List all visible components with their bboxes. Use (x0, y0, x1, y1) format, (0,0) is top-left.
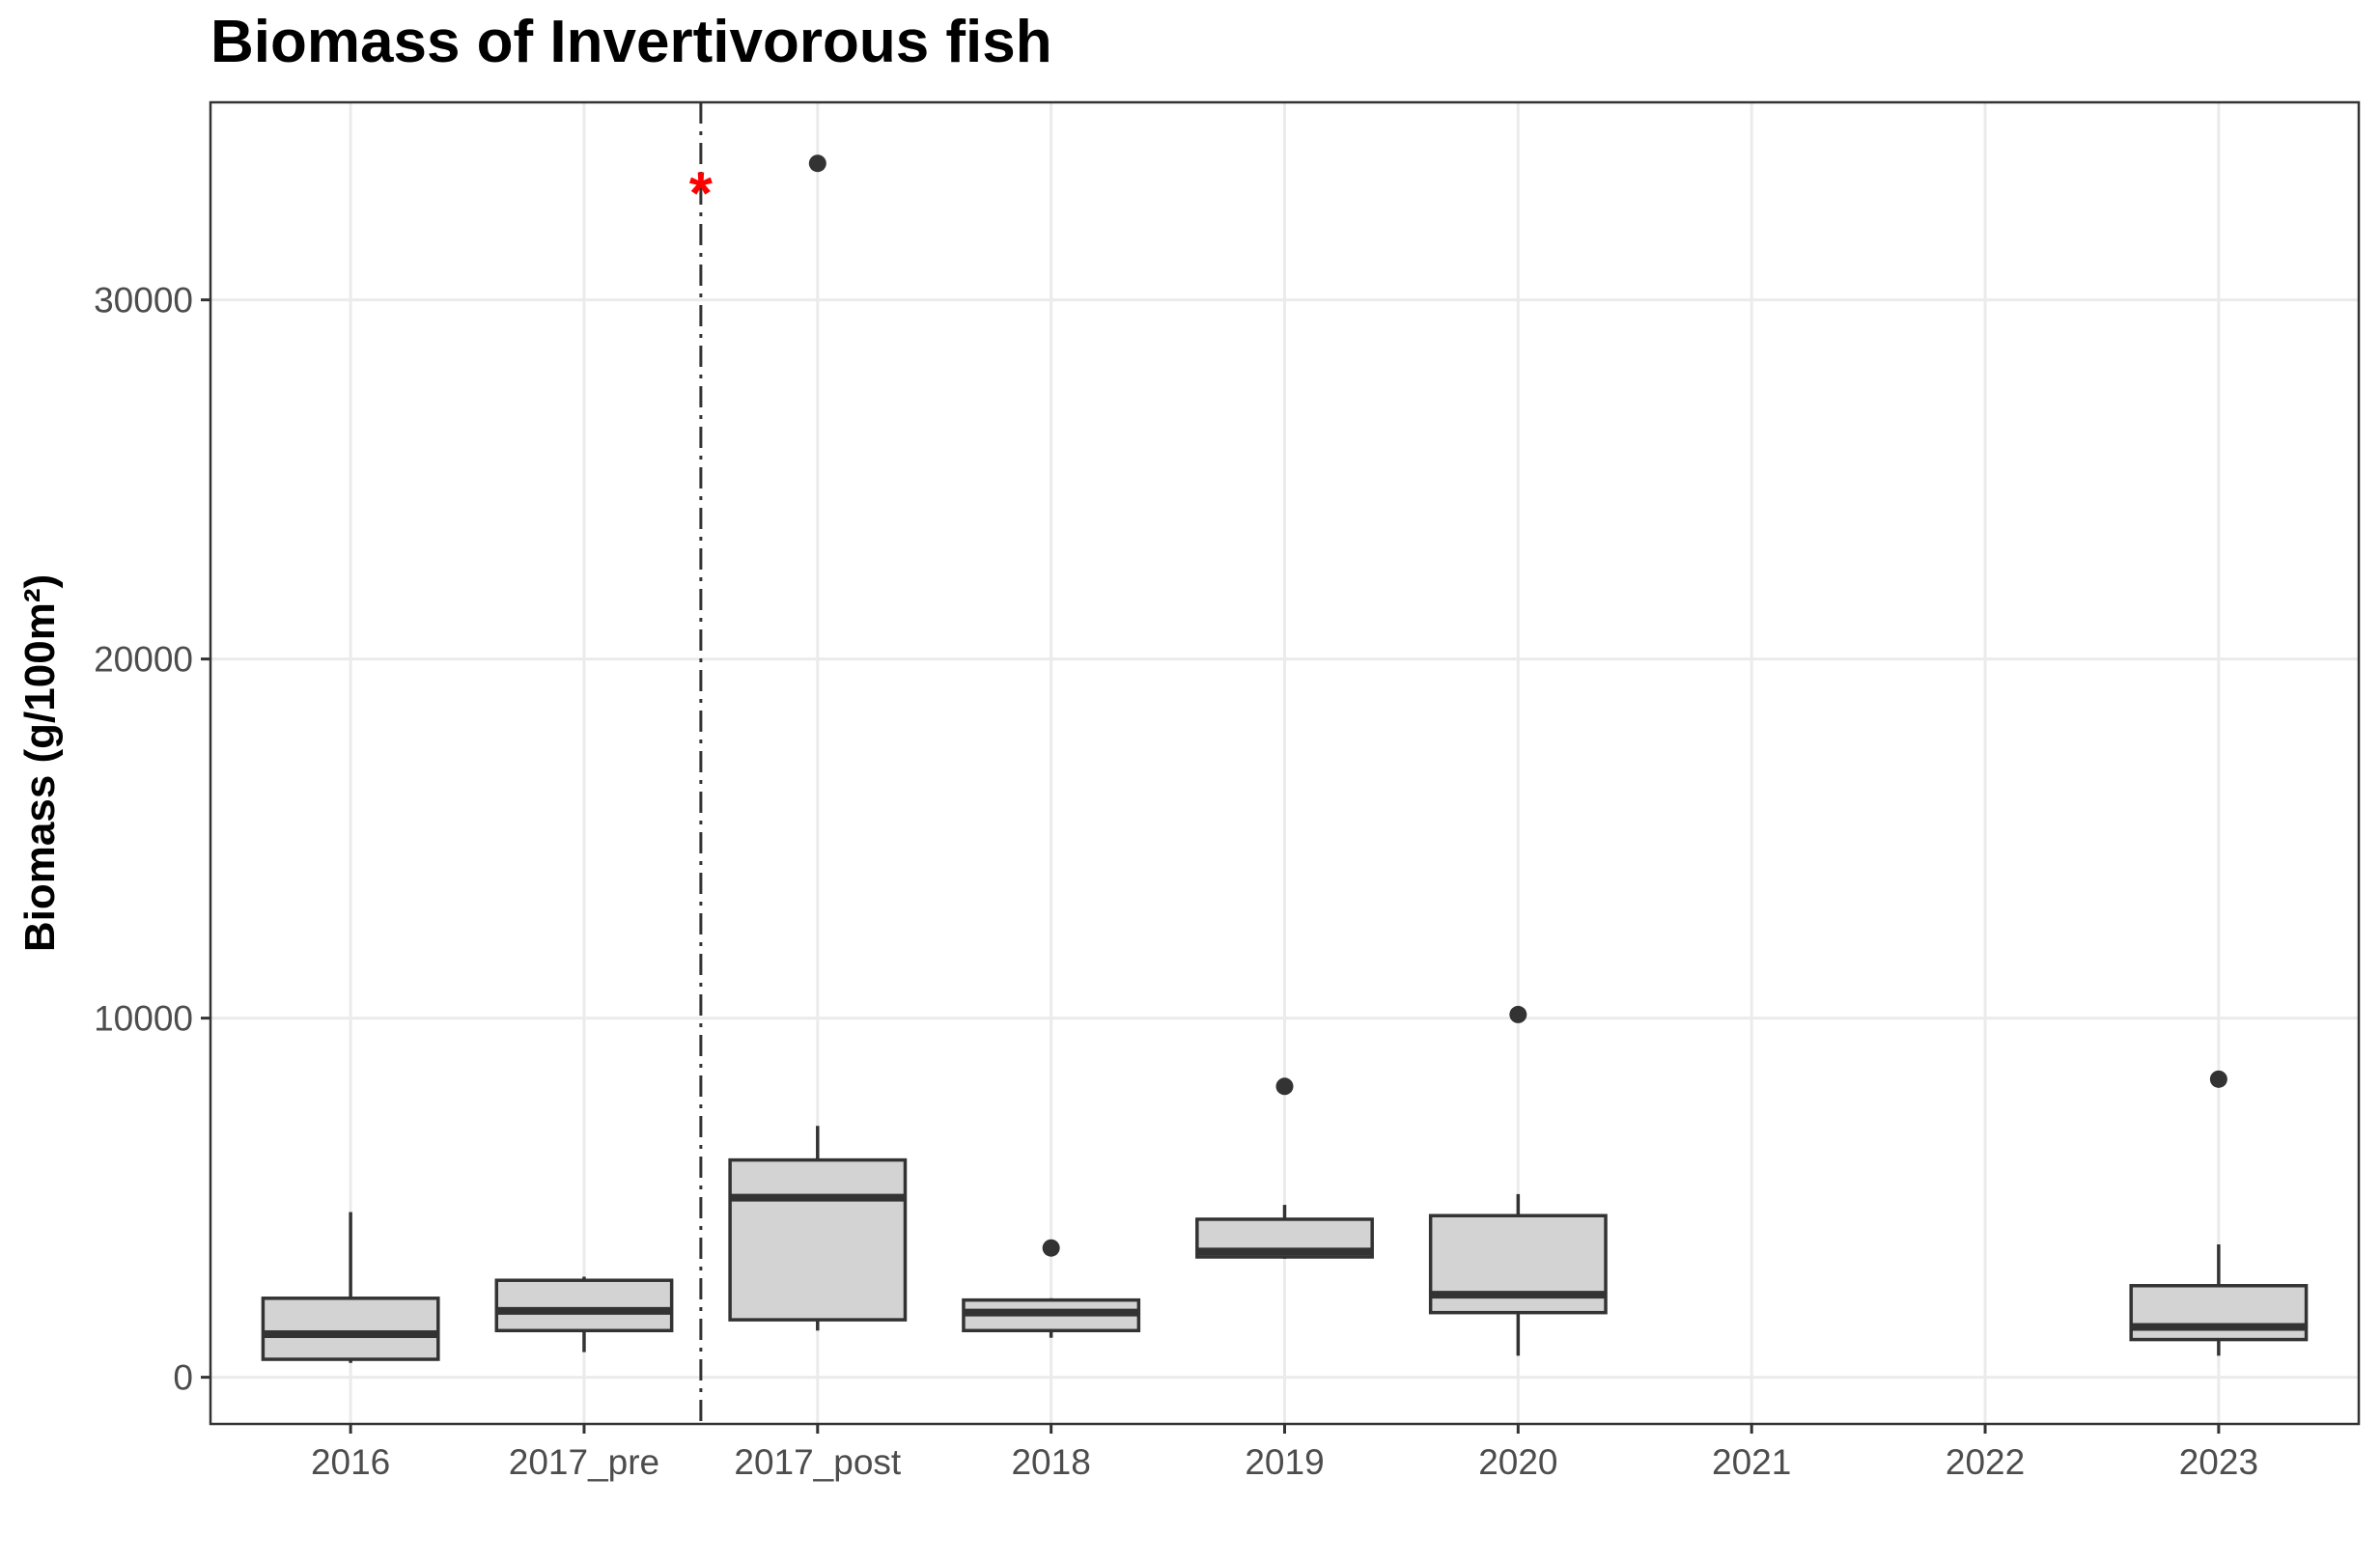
outlier-point (1509, 1005, 1527, 1023)
x-tick-label: 2021 (1712, 1442, 1791, 1482)
y-axis-title: Biomass (g/100m²) (16, 574, 64, 952)
outlier-point (1042, 1239, 1060, 1257)
y-tick-label: 10000 (94, 999, 193, 1039)
reference-line-layer: * (689, 102, 714, 1424)
box-2017_pre (494, 1276, 674, 1353)
box-2023 (2129, 1070, 2309, 1356)
box-2019 (1195, 1077, 1374, 1259)
x-tick-label: 2017_post (734, 1442, 902, 1482)
x-tick-label: 2016 (311, 1442, 390, 1482)
axes: 0 10000 20000 30000 2016 2017_pre 2017_post 201… (94, 281, 2258, 1482)
x-tick-label: 2019 (1245, 1442, 1324, 1482)
box-2017_post (728, 154, 908, 1331)
x-tick-label: 2018 (1011, 1442, 1090, 1482)
box-body (261, 1297, 440, 1361)
outlier-point (2209, 1070, 2227, 1088)
box-2018 (962, 1239, 1141, 1338)
outlier-point (808, 154, 826, 173)
x-tick-label: 2023 (2179, 1442, 2258, 1482)
x-tick-label: 2017_pre (509, 1442, 659, 1482)
boxes-layer (261, 154, 2309, 1363)
x-tick-label: 2020 (1478, 1442, 1557, 1482)
chart-title: Biomass of Invertivorous fish (210, 9, 1052, 75)
outlier-point (1275, 1077, 1294, 1096)
significance-asterisk: * (689, 161, 714, 228)
y-tick-label: 30000 (94, 281, 193, 321)
box-body (728, 1158, 908, 1322)
box-body (494, 1278, 674, 1333)
y-tick-label: 20000 (94, 640, 193, 680)
box-body (2129, 1284, 2309, 1342)
x-tick-label: 2022 (1946, 1442, 2025, 1482)
y-tick-label: 0 (173, 1358, 193, 1398)
box-2020 (1428, 1005, 1608, 1356)
box-2016 (261, 1212, 440, 1363)
